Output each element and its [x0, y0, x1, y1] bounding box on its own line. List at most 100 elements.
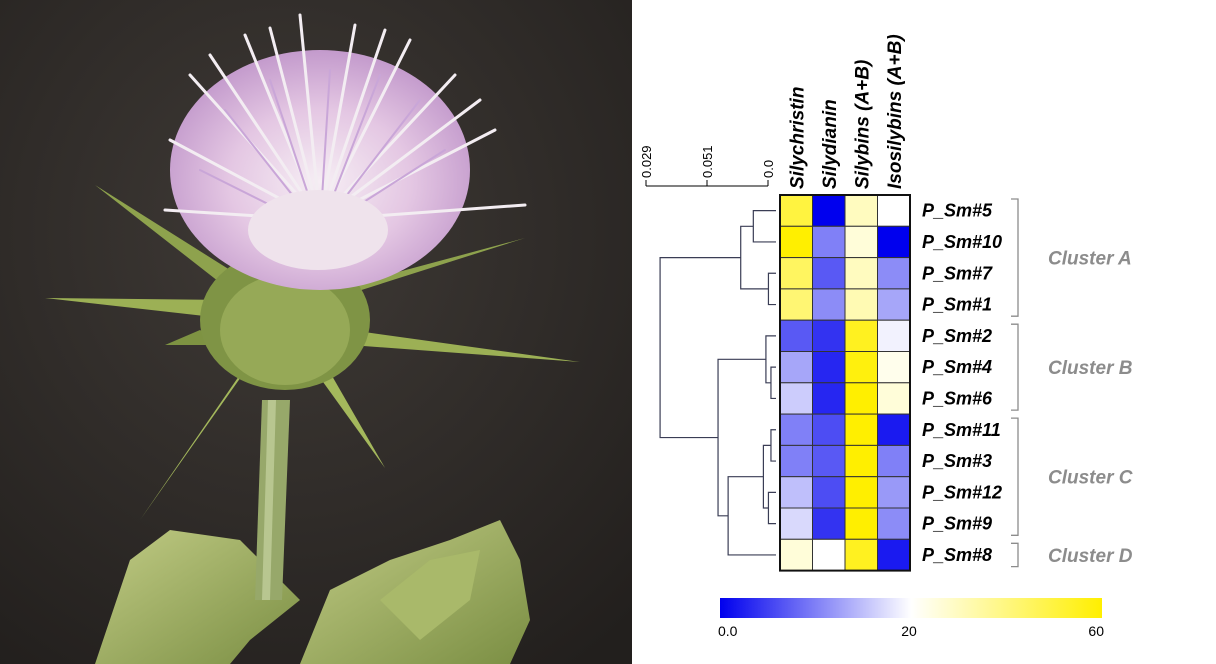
dendrogram-branch — [770, 366, 776, 400]
row-label: P_Sm#3 — [922, 451, 992, 471]
heatmap-cell — [877, 507, 911, 540]
heatmap-cell — [844, 476, 878, 509]
row-label: P_Sm#6 — [922, 388, 993, 408]
row-label: P_Sm#4 — [922, 357, 992, 377]
row-label: P_Sm#8 — [922, 545, 992, 565]
heatmap-cell — [844, 382, 878, 415]
heatmap-border — [779, 194, 911, 572]
color-scale-bar: 0.0 20 60 — [718, 598, 1104, 639]
column-label: Silydianin — [820, 99, 841, 189]
cluster-bracket — [1011, 417, 1019, 536]
thistle-flower-head — [163, 13, 527, 290]
colorbar-tick-label: 60 — [1088, 623, 1104, 639]
column-label: Silychristin — [787, 87, 808, 189]
row-label: P_Sm#1 — [922, 295, 992, 315]
heatmap-cell — [844, 319, 878, 353]
heatmap-cell — [844, 194, 878, 227]
milk-thistle-photo — [0, 0, 632, 664]
heatmap-cell — [812, 413, 846, 446]
scale-tick-label: 0.0 — [761, 160, 776, 178]
cluster-bracket — [1011, 323, 1019, 411]
heatmap-cell — [844, 351, 878, 384]
heatmap-cell — [877, 194, 911, 227]
heatmap-cell — [779, 507, 813, 540]
dendrogram-branch — [767, 491, 776, 525]
dendrogram-branch — [717, 358, 766, 517]
cluster-bracket — [1011, 542, 1019, 568]
heatmap-cell — [812, 507, 846, 540]
colorbar-tick-label: 20 — [901, 623, 917, 639]
heatmap-cell — [779, 194, 813, 227]
heatmap-cell — [877, 319, 911, 353]
heatmap-cell — [844, 257, 878, 290]
heatmap-cell — [812, 194, 846, 227]
heatmap-cells — [779, 194, 911, 572]
heatmap-panel: 0.029 0.051 0.0 Silychristin Silydianin Sily… — [632, 0, 1216, 664]
dendrogram-scale: 0.029 0.051 0.0 — [639, 145, 776, 187]
thistle-lower-leaves — [95, 520, 530, 664]
dendrogram-branch — [762, 444, 771, 509]
dendrogram-branch — [752, 210, 776, 243]
row-label: P_Sm#11 — [922, 420, 1001, 440]
row-label: P_Sm#5 — [922, 201, 993, 221]
heatmap-cell — [877, 351, 911, 384]
colorbar-tick-label: 0.0 — [718, 623, 738, 639]
heatmap-cell — [779, 382, 813, 415]
cluster-label: Cluster D — [1048, 546, 1133, 567]
cluster-annotations: Cluster A Cluster B Cluster C Cluster D — [1011, 198, 1133, 568]
heatmap-cell — [779, 444, 813, 478]
dendrogram-branch — [659, 257, 741, 439]
heatmap-cell — [877, 476, 911, 509]
heatmap-cell — [877, 225, 911, 259]
heatmap-cell — [844, 507, 878, 540]
heatmap-cell — [844, 538, 878, 572]
heatmap-cell — [877, 382, 911, 415]
heatmap-cell — [812, 382, 846, 415]
thistle-stem — [255, 400, 290, 600]
heatmap-cell — [844, 225, 878, 259]
cluster-label: Cluster A — [1048, 249, 1132, 270]
heatmap-cell — [812, 319, 846, 353]
thistle-bracts — [45, 185, 580, 520]
heatmap-cell — [812, 288, 846, 321]
heatmap-cell — [812, 257, 846, 290]
heatmap-cell — [812, 225, 846, 259]
column-label: Silybins (A+B) — [852, 60, 873, 189]
heatmap-cell — [779, 351, 813, 384]
cluster-label: Cluster B — [1048, 358, 1133, 379]
milk-thistle-illustration — [0, 0, 632, 664]
cluster-label: Cluster C — [1048, 468, 1133, 489]
row-labels: P_Sm#5 P_Sm#10 P_Sm#7 P_Sm#1 P_Sm#2 P_Sm#4 P_S… — [922, 201, 1002, 565]
row-label: P_Sm#9 — [922, 514, 992, 534]
scale-tick-label: 0.029 — [639, 145, 654, 178]
heatmap-cell — [779, 413, 813, 446]
heatmap-cell — [779, 538, 813, 572]
heatmap-cell — [844, 288, 878, 321]
heatmap-cell — [779, 476, 813, 509]
dendrogram-branch — [767, 272, 776, 306]
dendrogram-branch — [770, 429, 776, 462]
row-label: P_Sm#2 — [922, 326, 992, 346]
column-label: Isosilybins (A+B) — [885, 34, 906, 189]
heatmap-cell — [812, 351, 846, 384]
heatmap-chart: 0.029 0.051 0.0 Silychristin Silydianin Sily… — [639, 34, 1133, 639]
heatmap-cell — [877, 413, 911, 446]
dendrogram — [659, 210, 776, 556]
heatmap-cell — [779, 225, 813, 259]
colorbar-gradient — [720, 598, 1102, 618]
heatmap-cell — [877, 444, 911, 478]
heatmap-cell — [844, 444, 878, 478]
heatmap-cell — [877, 538, 911, 572]
dendrogram-branch — [740, 225, 769, 290]
column-labels: Silychristin Silydianin Silybins (A+B) Isos… — [787, 34, 906, 189]
heatmap-cell — [779, 319, 813, 353]
heatmap-cell — [779, 288, 813, 321]
heatmap-cell — [877, 288, 911, 321]
row-label: P_Sm#10 — [922, 232, 1002, 252]
heatmap-cell — [844, 413, 878, 446]
row-label: P_Sm#12 — [922, 482, 1002, 502]
cluster-bracket — [1011, 198, 1019, 317]
row-label: P_Sm#7 — [922, 263, 993, 283]
scale-tick-label: 0.051 — [700, 145, 715, 178]
heatmap-cell — [779, 257, 813, 290]
